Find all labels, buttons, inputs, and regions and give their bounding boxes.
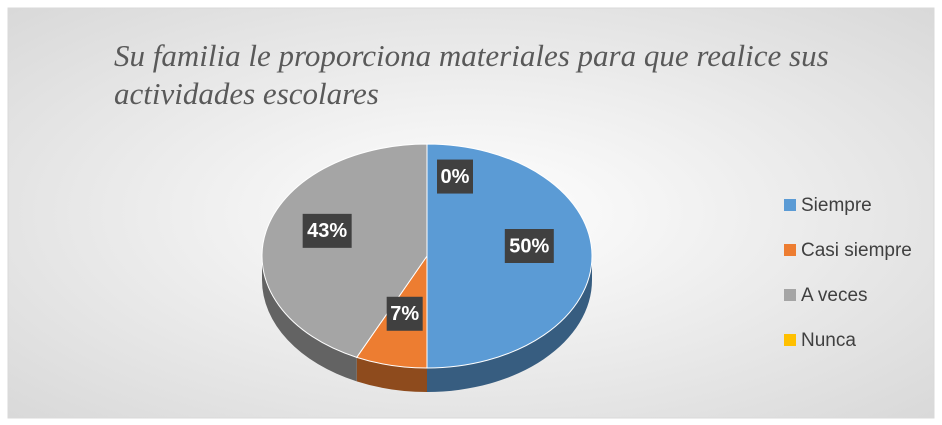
data-label-box [302,213,352,248]
data-label: 50% [509,235,549,257]
slice-side [356,357,427,392]
legend-label: Casi siempre [801,240,912,261]
legend-label: A veces [801,285,868,306]
slice [261,143,428,358]
chart-title: Su familia le proporciona materiales par… [114,38,829,73]
legend-swatch [784,289,796,301]
data-label: 43% [307,220,347,242]
slice-side [262,256,357,382]
legend-swatch [784,199,796,211]
legend-swatch [784,244,796,256]
chart-title: actividades escolares [114,76,379,111]
slice-side [427,256,592,392]
legend-swatch [784,334,796,346]
data-label: 0% [441,166,470,188]
legend-label: Siempre [801,195,872,216]
data-label-box [386,296,423,331]
data-label: 7% [390,303,419,325]
data-label-box [504,229,554,263]
data-label-box [437,159,473,194]
legend-label: Nunca [801,330,856,351]
